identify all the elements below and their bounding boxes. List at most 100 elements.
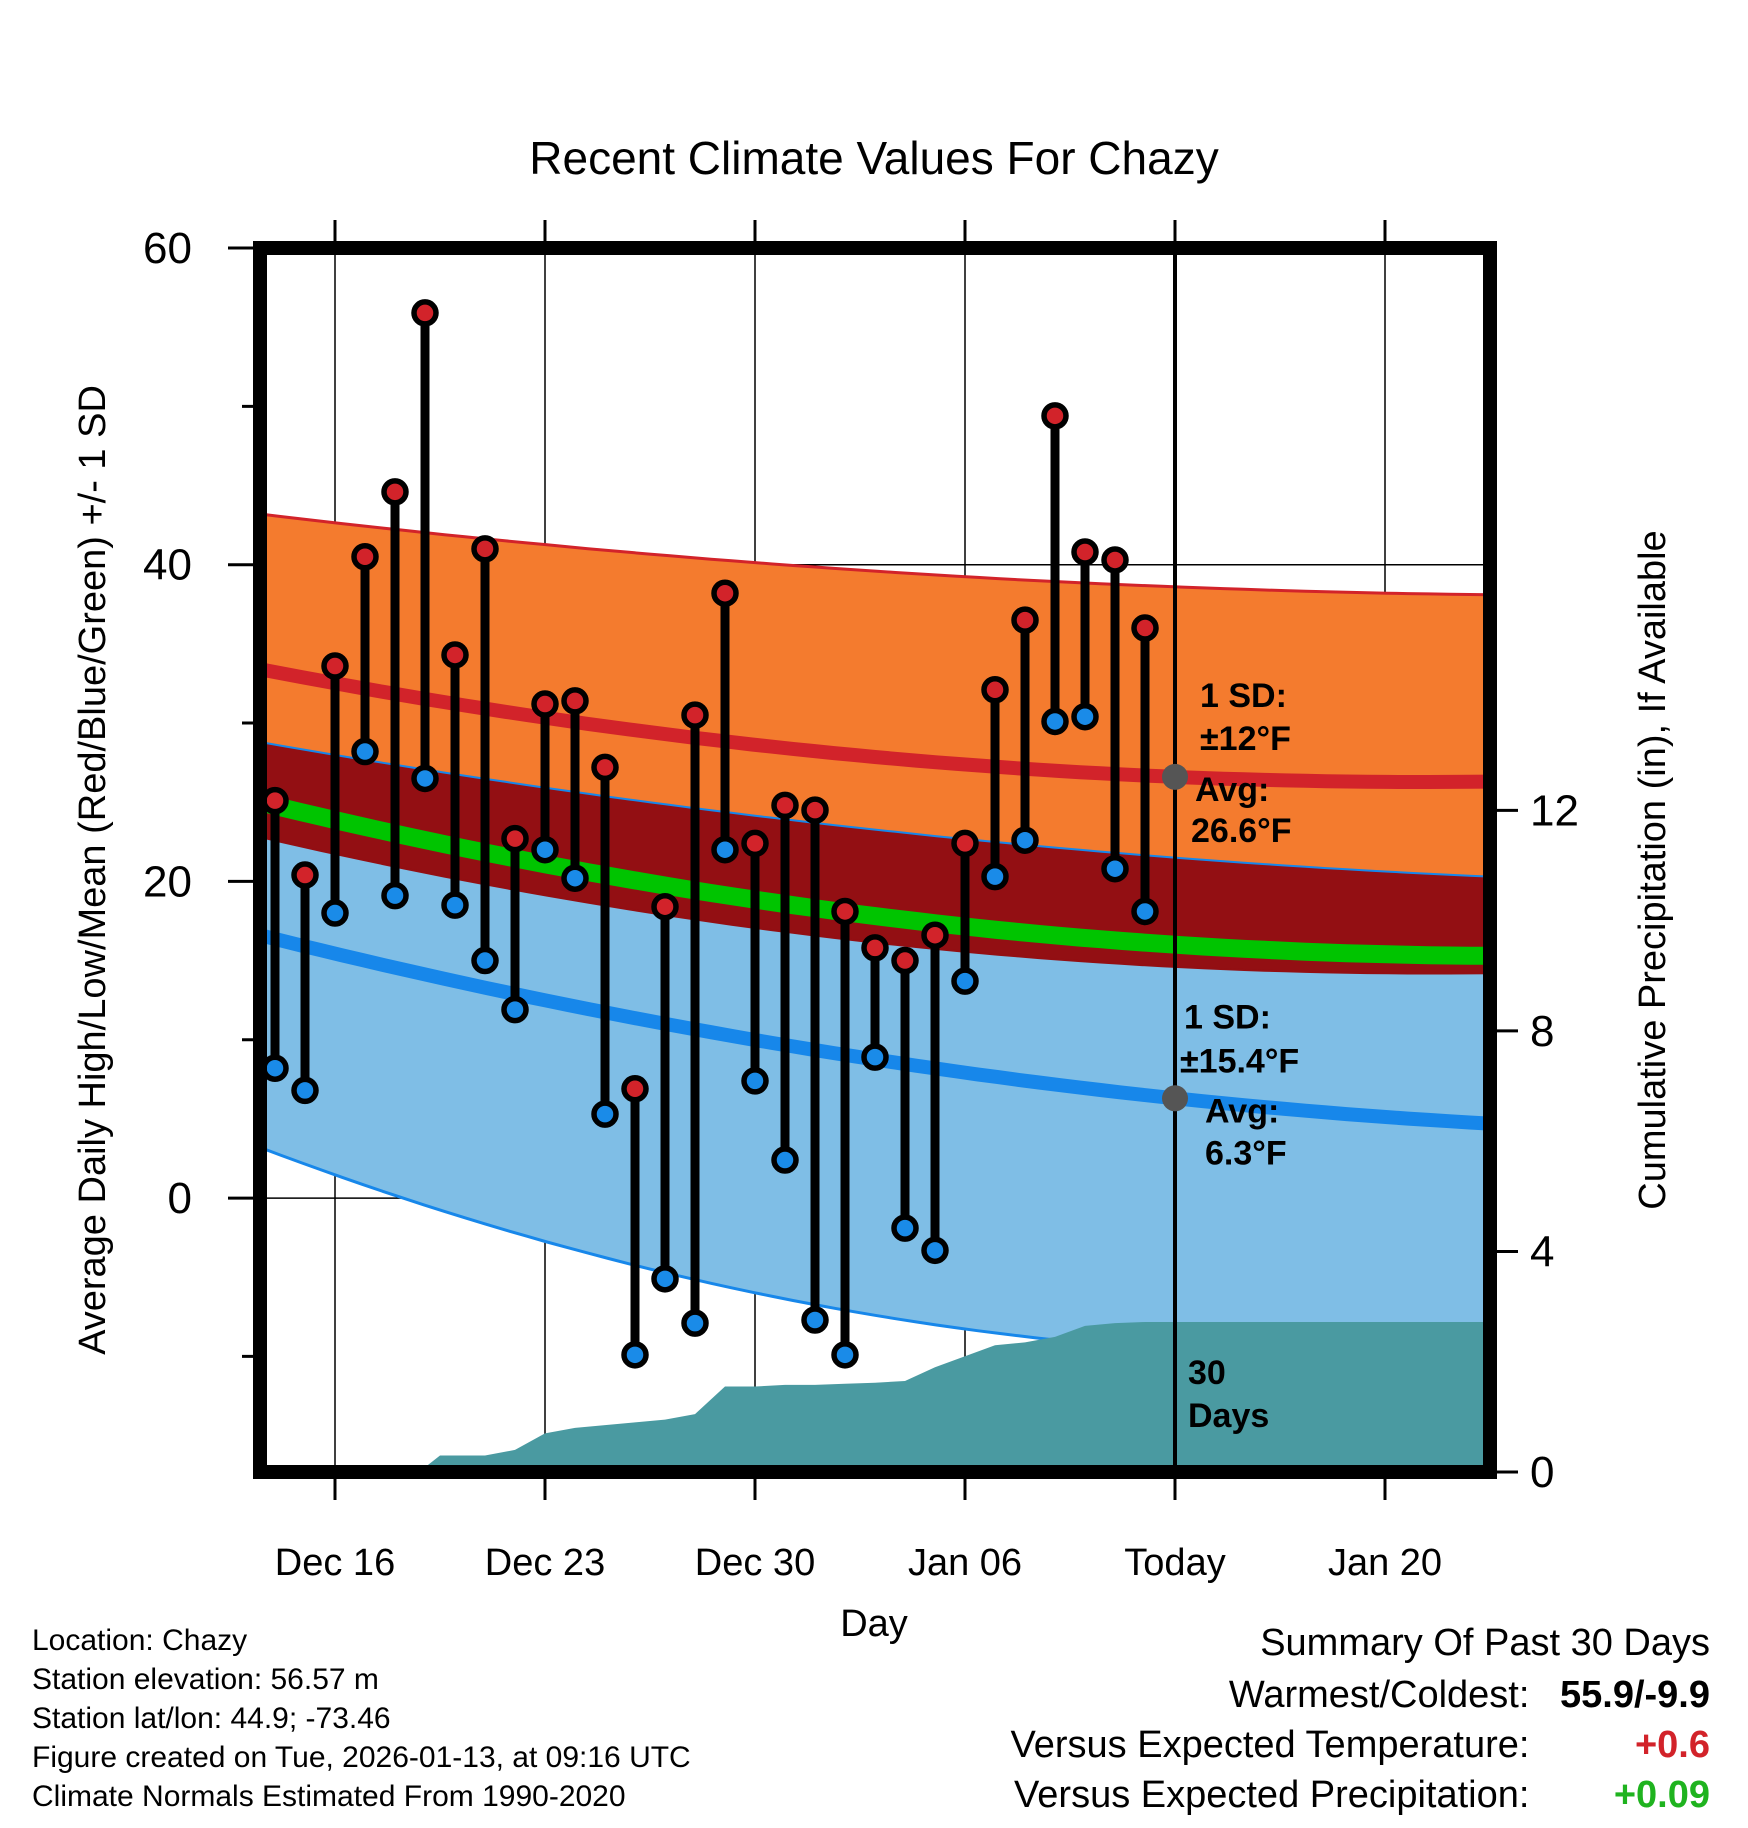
- day-high-point-3: [351, 543, 379, 571]
- high-avg-value: 26.6°F: [1191, 812, 1292, 850]
- location-text: Location: Chazy: [32, 1624, 248, 1657]
- day-low-point-9: [531, 835, 559, 864]
- low-avg-marker: [1162, 1085, 1188, 1112]
- day-high-point-19: [831, 897, 859, 926]
- day-low-point-24: [981, 862, 1009, 891]
- day-low-point-17: [771, 1146, 799, 1174]
- day-high-point-13: [651, 892, 679, 921]
- day-low-point-29: [1131, 897, 1159, 926]
- day-low-point-7: [471, 946, 499, 975]
- high-avg-title: Avg:: [1195, 771, 1269, 809]
- day-high-point-29: [1131, 614, 1159, 642]
- day-high-point-25: [1011, 606, 1039, 634]
- day-high-point-26: [1041, 402, 1069, 430]
- y2-tick-label-2: 4: [1530, 1227, 1554, 1276]
- low-sd-title: 1 SD:: [1184, 998, 1271, 1036]
- elevation-text: Station elevation: 56.57 m: [32, 1663, 379, 1696]
- day-high-point-8: [501, 824, 529, 853]
- day-low-point-21: [891, 1214, 919, 1242]
- plot-frame: [253, 241, 1497, 1479]
- day-low-point-12: [621, 1341, 649, 1369]
- x-tick-label-0: Dec 16: [275, 1542, 395, 1584]
- day-high-point-15: [711, 579, 739, 607]
- normal-low-sd-band: [260, 837, 1490, 1357]
- day-high-point-14: [681, 701, 709, 729]
- precip-days-value: 30: [1188, 1354, 1226, 1392]
- day-high-point-24: [981, 676, 1009, 704]
- x-tick-label-5: Jan 20: [1328, 1542, 1442, 1584]
- day-low-point-25: [1011, 826, 1039, 854]
- day-low-point-28: [1101, 854, 1129, 883]
- station-info: Location: Chazy Station elevation: 56.57…: [32, 1621, 691, 1816]
- normal-mean-band: [260, 742, 1490, 974]
- normal-mean-avg-line: [260, 793, 1490, 965]
- day-high-point-11: [591, 753, 619, 782]
- y-tick-label-0: 60: [143, 224, 192, 273]
- day-low-point-26: [1041, 707, 1069, 736]
- day-low-point-19: [831, 1341, 859, 1369]
- day-high-point-12: [621, 1075, 649, 1103]
- normal-high-sd-upper-line: [260, 512, 1490, 597]
- x-tick-label-3: Jan 06: [908, 1542, 1022, 1584]
- day-low-point-23: [951, 967, 979, 995]
- day-low-point-5: [411, 764, 439, 793]
- day-low-point-8: [501, 995, 529, 1024]
- day-low-point-0: [261, 1054, 289, 1082]
- day-high-point-18: [801, 796, 829, 824]
- day-high-point-2: [321, 652, 349, 680]
- latlon-text: Station lat/lon: 44.9; -73.46: [32, 1702, 391, 1735]
- day-low-point-16: [741, 1067, 769, 1095]
- day-high-point-28: [1101, 546, 1129, 574]
- day-high-point-7: [471, 535, 499, 563]
- high-avg-marker: [1162, 763, 1188, 790]
- temp-label: Versus Expected Temperature:: [1010, 1724, 1530, 1766]
- temp-value: +0.6: [1634, 1724, 1710, 1766]
- day-high-point-0: [261, 786, 289, 815]
- y2-tick-label-1: 8: [1530, 1007, 1554, 1056]
- y-tick-label-1: 40: [143, 541, 192, 590]
- y-tick-label-3: 0: [168, 1174, 192, 1223]
- day-high-point-21: [891, 946, 919, 975]
- day-high-point-17: [771, 791, 799, 820]
- low-sd-value: ±15.4°F: [1180, 1042, 1299, 1080]
- precip-days-unit: Days: [1188, 1397, 1269, 1435]
- summary-precip-row: Versus Expected Precipitation: +0.09: [1014, 1774, 1710, 1817]
- high-sd-title: 1 SD:: [1200, 677, 1287, 715]
- day-low-point-18: [801, 1306, 829, 1334]
- daily-range-bars: [261, 299, 1159, 1369]
- high-sd-value: ±12°F: [1200, 720, 1291, 758]
- cumulative-precipitation-area: [260, 1322, 1490, 1472]
- day-high-point-6: [441, 641, 469, 669]
- summary-title: Summary Of Past 30 Days: [1260, 1622, 1710, 1664]
- plot-area: [260, 248, 1490, 1472]
- day-high-point-27: [1071, 538, 1099, 566]
- day-high-point-10: [561, 687, 589, 715]
- day-high-point-9: [531, 690, 559, 718]
- day-low-point-14: [681, 1309, 709, 1337]
- warmest-value: 55.9/-9.9: [1560, 1674, 1710, 1716]
- warmest-label: Warmest/Coldest:: [1228, 1674, 1530, 1716]
- day-low-point-11: [591, 1100, 619, 1128]
- y-axis-label: Average Daily High/Low/Mean (Red/Blue/Gr…: [72, 385, 114, 1355]
- day-low-point-15: [711, 835, 739, 864]
- summary-temp-row: Versus Expected Temperature: +0.6: [1011, 1724, 1710, 1767]
- day-high-point-5: [411, 299, 439, 327]
- day-low-point-20: [861, 1043, 889, 1071]
- day-high-point-16: [741, 829, 769, 858]
- precip-label: Versus Expected Precipitation:: [1014, 1774, 1530, 1816]
- y2-tick-label-3: 0: [1530, 1448, 1554, 1497]
- day-low-point-4: [381, 881, 409, 910]
- day-low-point-6: [441, 891, 469, 919]
- day-high-point-20: [861, 934, 889, 962]
- day-low-point-13: [651, 1265, 679, 1293]
- day-low-point-1: [291, 1076, 319, 1105]
- day-low-point-3: [351, 737, 379, 766]
- created-text: Figure created on Tue, 2026-01-13, at 09…: [32, 1741, 691, 1774]
- low-avg-value: 6.3°F: [1205, 1134, 1287, 1172]
- normal-high-sd-lower-line: [260, 741, 1490, 878]
- y2-tick-label-0: 12: [1530, 786, 1579, 835]
- x-tick-label-4: Today: [1124, 1542, 1225, 1584]
- day-high-point-1: [291, 861, 319, 889]
